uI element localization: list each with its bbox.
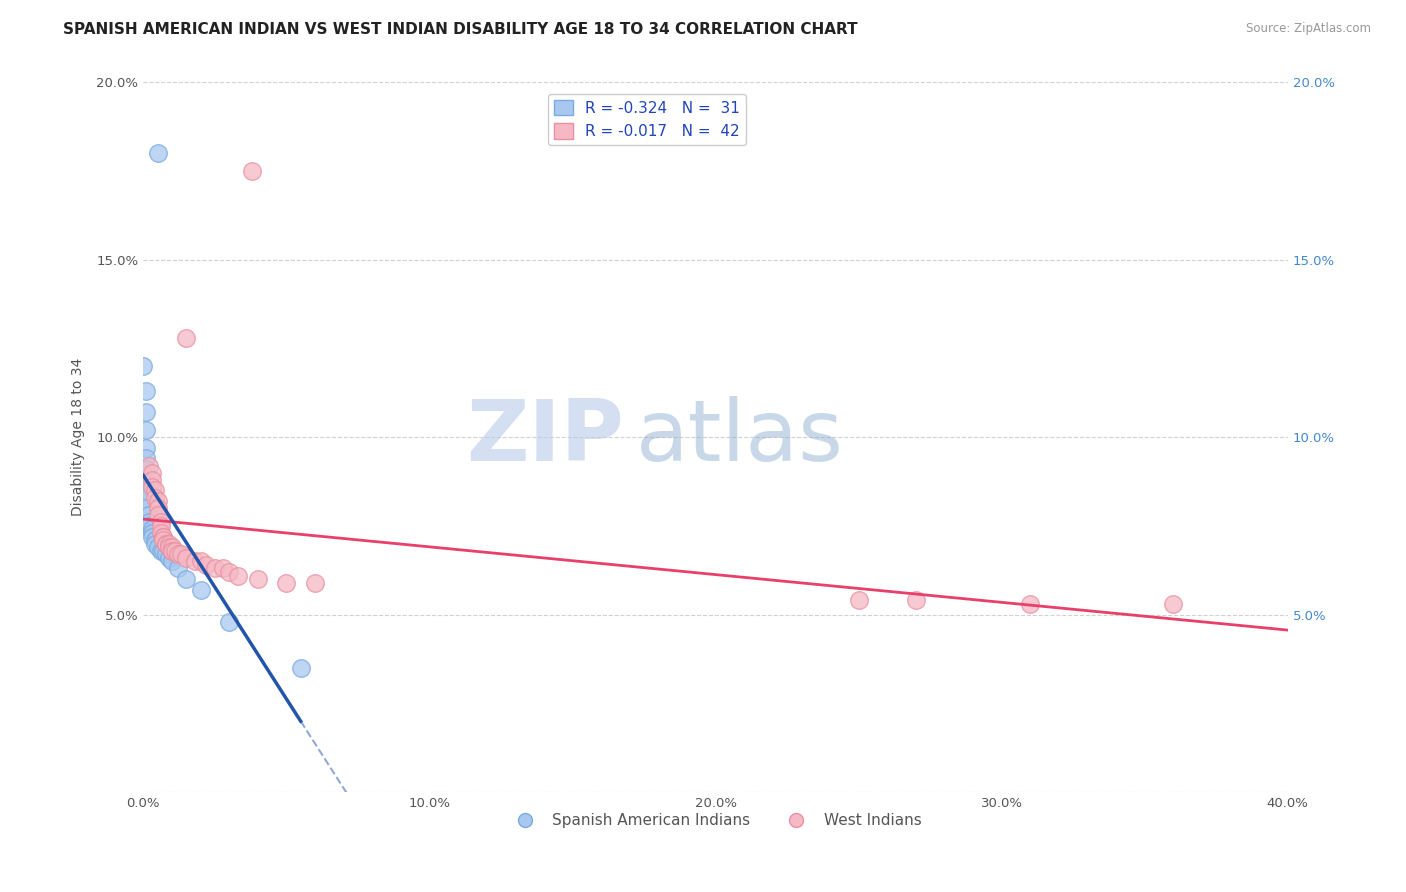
Point: [190, 554, 212, 568]
Point: [184, 554, 207, 568]
Point: [174, 572, 197, 586]
Point: [157, 536, 180, 550]
Point: [204, 561, 226, 575]
Point: [141, 473, 163, 487]
Point: [157, 540, 180, 554]
Point: [240, 164, 263, 178]
Point: [195, 558, 218, 572]
Point: [146, 540, 169, 554]
Point: [160, 554, 183, 568]
Point: [1163, 597, 1185, 611]
Point: [149, 516, 172, 530]
Point: [135, 451, 157, 466]
Point: [290, 661, 312, 675]
Point: [138, 519, 160, 533]
Point: [135, 501, 157, 516]
Point: [135, 441, 157, 455]
Point: [149, 526, 172, 541]
Point: [143, 483, 166, 498]
Point: [904, 593, 927, 607]
Point: [135, 423, 157, 437]
Point: [135, 491, 157, 505]
Point: [149, 543, 172, 558]
Point: [155, 536, 177, 550]
Point: [146, 501, 169, 516]
Point: [157, 550, 180, 565]
Point: [138, 458, 160, 473]
Point: [135, 384, 157, 398]
Point: [138, 516, 160, 530]
Point: [163, 543, 186, 558]
Point: [160, 543, 183, 558]
Point: [141, 529, 163, 543]
Point: [166, 561, 188, 575]
Point: [155, 547, 177, 561]
Legend: Spanish American Indians, West Indians: Spanish American Indians, West Indians: [503, 806, 928, 834]
Point: [226, 568, 249, 582]
Point: [1019, 597, 1042, 611]
Point: [146, 508, 169, 523]
Y-axis label: Disability Age 18 to 34: Disability Age 18 to 34: [72, 358, 86, 516]
Point: [143, 491, 166, 505]
Point: [149, 519, 172, 533]
Point: [143, 533, 166, 547]
Point: [138, 508, 160, 523]
Point: [276, 575, 298, 590]
Point: [174, 550, 197, 565]
Point: [169, 547, 191, 561]
Point: [141, 480, 163, 494]
Point: [141, 523, 163, 537]
Point: [152, 529, 174, 543]
Point: [160, 540, 183, 554]
Point: [152, 543, 174, 558]
Point: [135, 483, 157, 498]
Text: Source: ZipAtlas.com: Source: ZipAtlas.com: [1246, 22, 1371, 36]
Point: [304, 575, 326, 590]
Point: [155, 536, 177, 550]
Point: [146, 494, 169, 508]
Point: [848, 593, 870, 607]
Point: [174, 331, 197, 345]
Text: atlas: atlas: [636, 396, 844, 479]
Point: [152, 529, 174, 543]
Point: [135, 473, 157, 487]
Point: [212, 561, 235, 575]
Point: [146, 146, 169, 161]
Point: [143, 536, 166, 550]
Text: ZIP: ZIP: [467, 396, 624, 479]
Point: [135, 405, 157, 419]
Point: [166, 547, 188, 561]
Point: [132, 359, 155, 374]
Text: SPANISH AMERICAN INDIAN VS WEST INDIAN DISABILITY AGE 18 TO 34 CORRELATION CHART: SPANISH AMERICAN INDIAN VS WEST INDIAN D…: [63, 22, 858, 37]
Point: [246, 572, 269, 586]
Point: [218, 565, 240, 579]
Point: [152, 533, 174, 547]
Point: [141, 526, 163, 541]
Point: [160, 543, 183, 558]
Point: [141, 466, 163, 480]
Point: [218, 615, 240, 629]
Point: [190, 582, 212, 597]
Point: [135, 462, 157, 476]
